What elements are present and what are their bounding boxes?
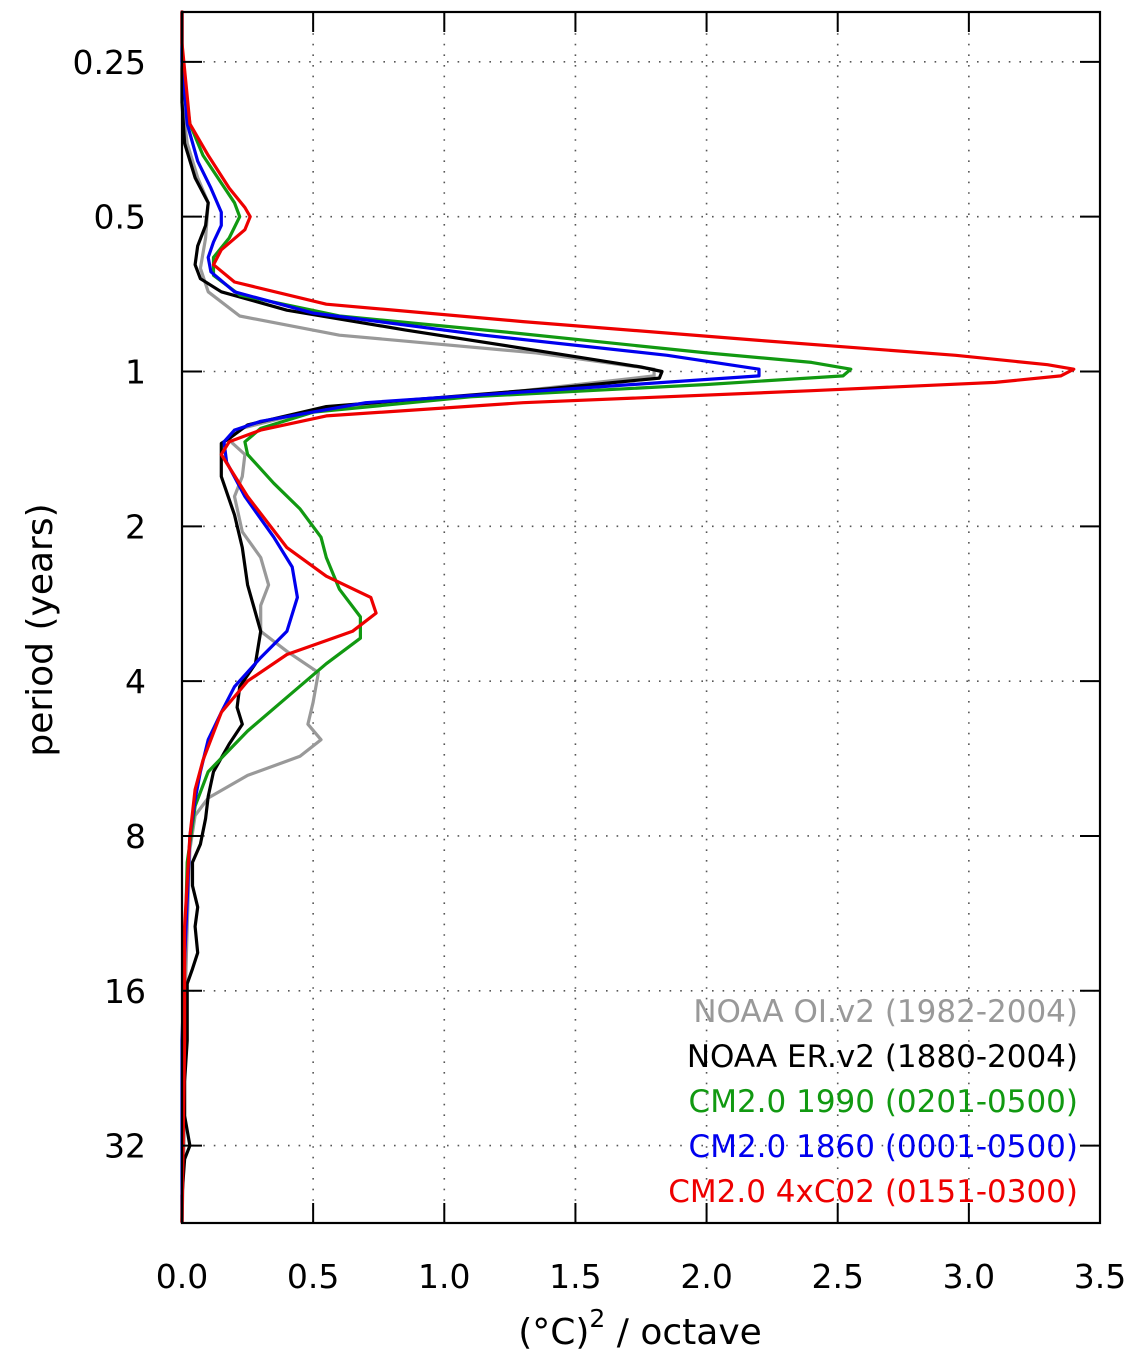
label-layer: 0.0 0.5 1.0 1.5 2.0 2.5 3.0 3.5 0.25 0.5 1 2 4 8 16 32 [73, 43, 1127, 1296]
plot-frame [180, 10, 1102, 1225]
x-axis-title: (°C)2 / octave [518, 1304, 762, 1353]
legend-entry: CM2.0 1860 (0001-0500) [689, 1129, 1078, 1165]
y-tick-label: 8 [125, 817, 146, 856]
legend-entry: CM2.0 1990 (0201-0500) [689, 1084, 1078, 1120]
y-tick-label: 4 [125, 662, 146, 701]
legend-entry: NOAA ER.v2 (1880-2004) [687, 1039, 1078, 1075]
x-tick-label: 1.0 [418, 1257, 470, 1296]
y-tick-label: 0.25 [73, 43, 146, 82]
y-tick-label: 32 [104, 1127, 146, 1166]
x-tick-label: 2.0 [680, 1257, 732, 1296]
legend-entry: NOAA OI.v2 (1982-2004) [693, 994, 1078, 1030]
tick-layer [182, 12, 1100, 1223]
x-axis-title-suffix: / octave [605, 1312, 761, 1353]
x-axis-title-superscript: 2 [589, 1304, 605, 1333]
x-tick-label: 0.5 [287, 1257, 339, 1296]
series-line-cm2-0-4xc02-0151-0300 [180, 10, 1076, 1224]
y-tick-label: 2 [125, 507, 146, 546]
y-tick-label: 1 [125, 352, 146, 391]
x-tick-label: 1.5 [549, 1257, 601, 1296]
x-tick-label: 3.0 [943, 1257, 995, 1296]
series-line-cm2-0-1860-0001-0500 [180, 10, 761, 1224]
y-tick-label: 16 [104, 972, 146, 1011]
series-line-noaa-oi-v2-1982-2004 [180, 10, 656, 1224]
y-axis-title: period (years) [20, 503, 61, 756]
legend: NOAA OI.v2 (1982-2004) NOAA ER.v2 (1880-2… [668, 994, 1078, 1210]
x-tick-label: 0.0 [156, 1257, 208, 1296]
legend-entry: CM2.0 4xC02 (0151-0300) [668, 1174, 1078, 1210]
series-line-noaa-er-v2-1880-2004 [180, 10, 664, 1224]
series-layer [180, 10, 1076, 1224]
y-tick-label: 0.5 [94, 198, 146, 237]
x-tick-label: 3.5 [1074, 1257, 1126, 1296]
x-tick-label: 2.5 [811, 1257, 863, 1296]
x-axis-title-main: (°C) [518, 1312, 589, 1353]
grid-layer [182, 12, 1100, 1223]
